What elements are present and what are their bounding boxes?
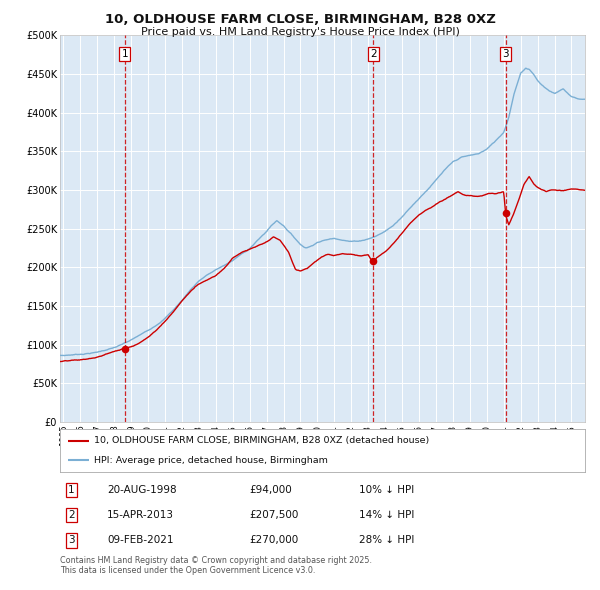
Text: Price paid vs. HM Land Registry's House Price Index (HPI): Price paid vs. HM Land Registry's House …: [140, 27, 460, 37]
Text: 10, OLDHOUSE FARM CLOSE, BIRMINGHAM, B28 0XZ (detached house): 10, OLDHOUSE FARM CLOSE, BIRMINGHAM, B28…: [94, 436, 430, 445]
Text: £270,000: £270,000: [249, 535, 298, 545]
Text: 3: 3: [502, 49, 509, 59]
Text: HPI: Average price, detached house, Birmingham: HPI: Average price, detached house, Birm…: [94, 456, 328, 465]
Text: £94,000: £94,000: [249, 485, 292, 495]
Text: 10, OLDHOUSE FARM CLOSE, BIRMINGHAM, B28 0XZ: 10, OLDHOUSE FARM CLOSE, BIRMINGHAM, B28…: [104, 13, 496, 26]
Text: 15-APR-2013: 15-APR-2013: [107, 510, 174, 520]
Text: 1: 1: [68, 485, 75, 495]
Text: 2: 2: [370, 49, 376, 59]
Text: 3: 3: [68, 535, 75, 545]
Text: 10% ↓ HPI: 10% ↓ HPI: [359, 485, 415, 495]
Text: Contains HM Land Registry data © Crown copyright and database right 2025.
This d: Contains HM Land Registry data © Crown c…: [60, 556, 372, 575]
Text: 1: 1: [122, 49, 128, 59]
Text: 09-FEB-2021: 09-FEB-2021: [107, 535, 174, 545]
Text: 2: 2: [68, 510, 75, 520]
Text: 20-AUG-1998: 20-AUG-1998: [107, 485, 177, 495]
Text: £207,500: £207,500: [249, 510, 298, 520]
Text: 28% ↓ HPI: 28% ↓ HPI: [359, 535, 415, 545]
Text: 14% ↓ HPI: 14% ↓ HPI: [359, 510, 415, 520]
